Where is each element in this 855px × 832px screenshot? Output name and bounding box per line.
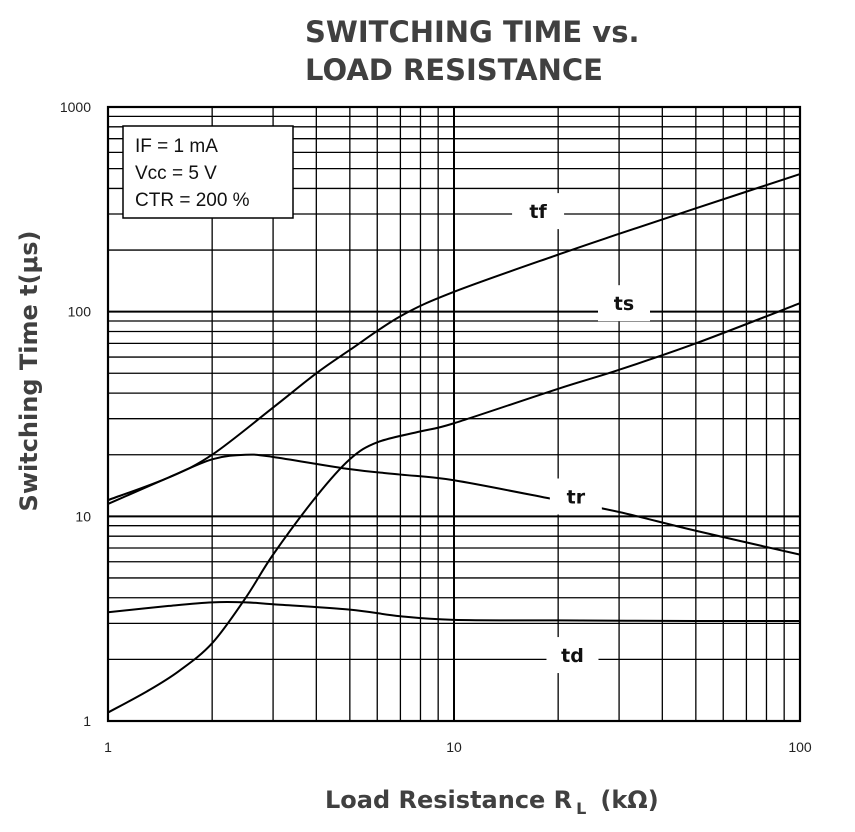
- series-labels: tf ts tr td: [512, 193, 651, 674]
- tick-labels: 1 10 100 1 10 100 1000: [60, 99, 812, 755]
- conditions-box: IF = 1 mA Vcc = 5 V CTR = 200 %: [122, 125, 294, 219]
- x-tick-label: 10: [446, 739, 462, 755]
- condition-ctr: CTR = 200 %: [135, 190, 250, 211]
- condition-if: IF = 1 mA: [135, 136, 218, 157]
- series-line-ts: [107, 302, 801, 714]
- series-label-ts: ts: [614, 293, 634, 315]
- series-label-bg-tr: [549, 478, 602, 515]
- x-tick-label: 1: [104, 739, 112, 755]
- series-label-tf: tf: [529, 201, 547, 223]
- conditions-box-frame: [122, 125, 294, 219]
- y-axis-label: Switching Time t(μs): [15, 231, 43, 512]
- x-tick-label: 100: [788, 739, 812, 755]
- series-line-tf: [107, 173, 801, 502]
- chart-title-line-2: LOAD RESISTANCE: [305, 53, 603, 87]
- series-line-tr: [107, 453, 801, 556]
- plot-frame: [106, 105, 802, 723]
- y-tick-label: 1: [83, 713, 91, 729]
- series-line-td: [107, 600, 801, 623]
- x-axis-label-unit: (kΩ): [600, 786, 658, 814]
- series-layer: [107, 173, 801, 714]
- x-axis-label-sub: L: [576, 799, 586, 818]
- x-axis-label: Load Resistance R L (kΩ): [325, 786, 659, 818]
- x-axis-label-main: Load Resistance R: [325, 786, 572, 814]
- y-tick-label: 100: [68, 304, 92, 320]
- series-label-tr: tr: [567, 486, 586, 508]
- y-tick-label: 1000: [60, 99, 91, 115]
- chart-title-line-1: SWITCHING TIME vs.: [305, 15, 639, 49]
- series-label-bg-ts: [598, 285, 651, 322]
- grid: [108, 107, 800, 721]
- y-tick-label: 10: [75, 508, 91, 524]
- condition-vcc: Vcc = 5 V: [135, 163, 217, 184]
- series-label-bg-tf: [512, 193, 565, 230]
- series-label-bg-td: [546, 637, 599, 674]
- series-label-td: td: [561, 645, 584, 667]
